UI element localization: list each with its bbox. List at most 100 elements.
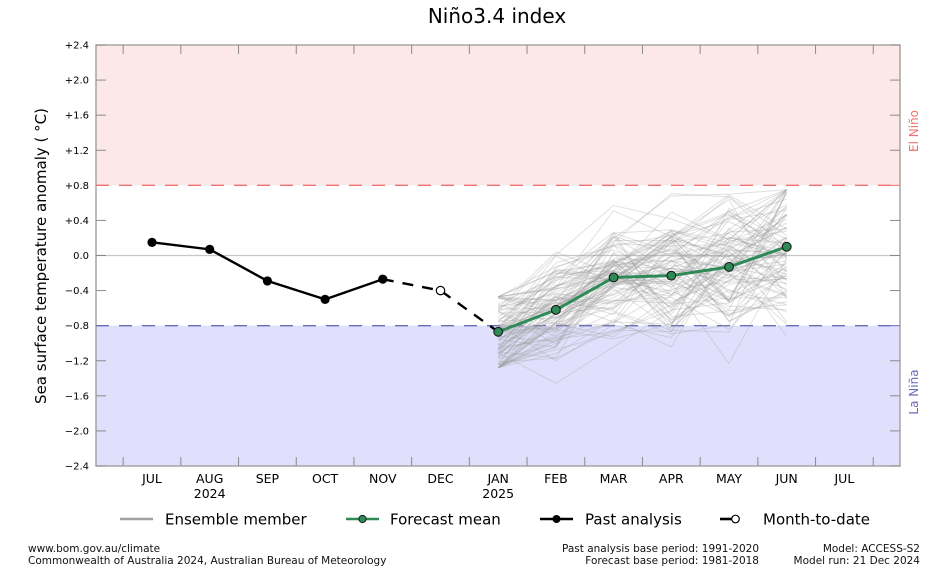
forecast-mean-point	[781, 241, 792, 252]
ensemble-member-line	[497, 189, 788, 312]
ensemble-member-line	[498, 229, 787, 307]
ensemble-member-line	[498, 189, 788, 301]
la-nina-zone	[96, 325, 900, 466]
ensemble-member-line	[497, 248, 787, 345]
ensemble-member-line	[497, 211, 787, 326]
ensemble-member-line	[498, 253, 787, 366]
ensemble-member-line	[497, 269, 788, 347]
ensemble-member-line	[497, 236, 787, 355]
footer-source: www.bom.gov.au/climate Commonwealth of A…	[28, 543, 386, 567]
x-tick-label: MAY	[716, 471, 742, 486]
ensemble-member-line	[498, 231, 787, 307]
past-analysis-point	[262, 276, 272, 286]
ensemble-member-line	[498, 227, 788, 354]
y-tick-label: 0.0	[73, 251, 89, 262]
ensemble-member-line	[497, 192, 788, 332]
forecast-mean-line	[497, 245, 788, 334]
y-tick-label: −2.0	[65, 426, 89, 437]
month-to-date-line	[382, 278, 499, 333]
ensemble-member-line	[498, 239, 787, 363]
ensemble-member-line	[497, 278, 787, 369]
y-tick-label: +1.2	[65, 146, 89, 157]
ensemble-member-line	[497, 238, 788, 333]
ensemble-member-line	[497, 237, 787, 346]
ensemble-member-line	[497, 214, 788, 358]
ensemble-member-line	[497, 278, 787, 369]
footer-forecast-base: Forecast base period: 1981-2018	[585, 555, 759, 567]
ensemble-member-line	[497, 239, 787, 369]
legend-label: Month-to-date	[763, 511, 870, 529]
x-tick-label: NOV	[369, 471, 397, 486]
ensemble-member-line	[497, 205, 788, 335]
past-analysis-point	[205, 244, 215, 254]
ensemble-member-line	[497, 244, 787, 369]
legend-label: Past analysis	[585, 511, 682, 529]
ensemble-member-line	[498, 259, 787, 365]
ensemble-member-line	[498, 226, 787, 298]
x-tick-year-label: 2024	[194, 486, 226, 501]
ensemble-member-line	[498, 252, 787, 332]
ensemble-member-line	[497, 236, 788, 341]
ensemble-member-line	[498, 238, 787, 322]
legend: Ensemble member Forecast mean Past analysi…	[120, 511, 870, 529]
legend-ensemble-member: Ensemble member	[120, 511, 308, 529]
y-tick-label: +0.8	[65, 181, 89, 192]
month-to-date-point	[435, 285, 446, 296]
legend-forecast-mean: Forecast mean	[346, 511, 501, 529]
ensemble-member-line	[498, 194, 787, 298]
x-tick-label: JUL	[833, 471, 854, 486]
ensemble-member-line	[497, 257, 788, 369]
x-tick-year-label: 2025	[482, 486, 514, 501]
y-tick-label: +2.0	[65, 76, 89, 87]
ensemble-member-line	[497, 252, 787, 331]
ensemble-member-line	[497, 189, 788, 369]
x-tick-label: FEB	[544, 471, 568, 486]
ensemble-member-line	[498, 189, 788, 320]
ensemble-member-line	[497, 273, 787, 336]
x-tick-label: JUN	[775, 471, 798, 486]
legend-past-analysis-marker	[552, 515, 561, 523]
forecast-mean-point	[724, 261, 734, 272]
ensemble-member-line	[498, 235, 788, 329]
ensemble-member-line	[498, 191, 788, 323]
footer-base-periods: Past analysis base period: 1991-2020 For…	[520, 543, 759, 567]
footer-url: www.bom.gov.au/climate	[28, 543, 161, 555]
ensemble-member-line	[497, 196, 787, 346]
y-tick-label: −2.4	[65, 462, 89, 473]
ensemble-member-line	[497, 259, 787, 369]
x-tick-label: JUL	[141, 471, 162, 486]
y-tick-label: +1.6	[65, 111, 89, 122]
ensemble-member-line	[497, 198, 788, 318]
ensemble-member-line	[498, 213, 788, 329]
forecast-mean-point	[666, 270, 677, 281]
legend-label: Forecast mean	[390, 511, 501, 529]
legend-past-analysis: Past analysis	[540, 511, 682, 529]
ensemble-member-line	[498, 189, 787, 325]
past-analysis-point	[147, 237, 157, 247]
x-tick-label: OCT	[312, 471, 339, 486]
past-analysis-point	[320, 294, 330, 304]
ensemble-member-line	[497, 221, 787, 331]
ensemble-member-line	[497, 218, 787, 369]
x-tick-label: MAR	[600, 471, 628, 486]
ensemble-member-line	[498, 245, 787, 359]
el-nino-zone	[96, 45, 900, 186]
ensemble-member-line	[497, 209, 787, 344]
ensemble-member-line	[497, 235, 787, 359]
ensemble-member-line	[498, 242, 787, 322]
ensemble-member-line	[497, 230, 787, 309]
ensemble-member-line	[497, 239, 787, 366]
ensemble-member-line	[497, 228, 787, 350]
x-tick-label: APR	[659, 471, 684, 486]
y-tick-label: +2.4	[65, 41, 89, 52]
ensemble-member-line	[498, 249, 787, 310]
ensemble-member-line	[497, 232, 787, 329]
x-tick-label: SEP	[256, 471, 280, 486]
ensemble-member-line	[497, 198, 787, 350]
ensemble-member-line	[498, 253, 787, 350]
forecast-mean-point	[493, 326, 504, 337]
ensemble-member-line	[498, 213, 788, 339]
x-tick-label: DEC	[427, 471, 454, 486]
ensemble-member-line	[498, 260, 787, 331]
